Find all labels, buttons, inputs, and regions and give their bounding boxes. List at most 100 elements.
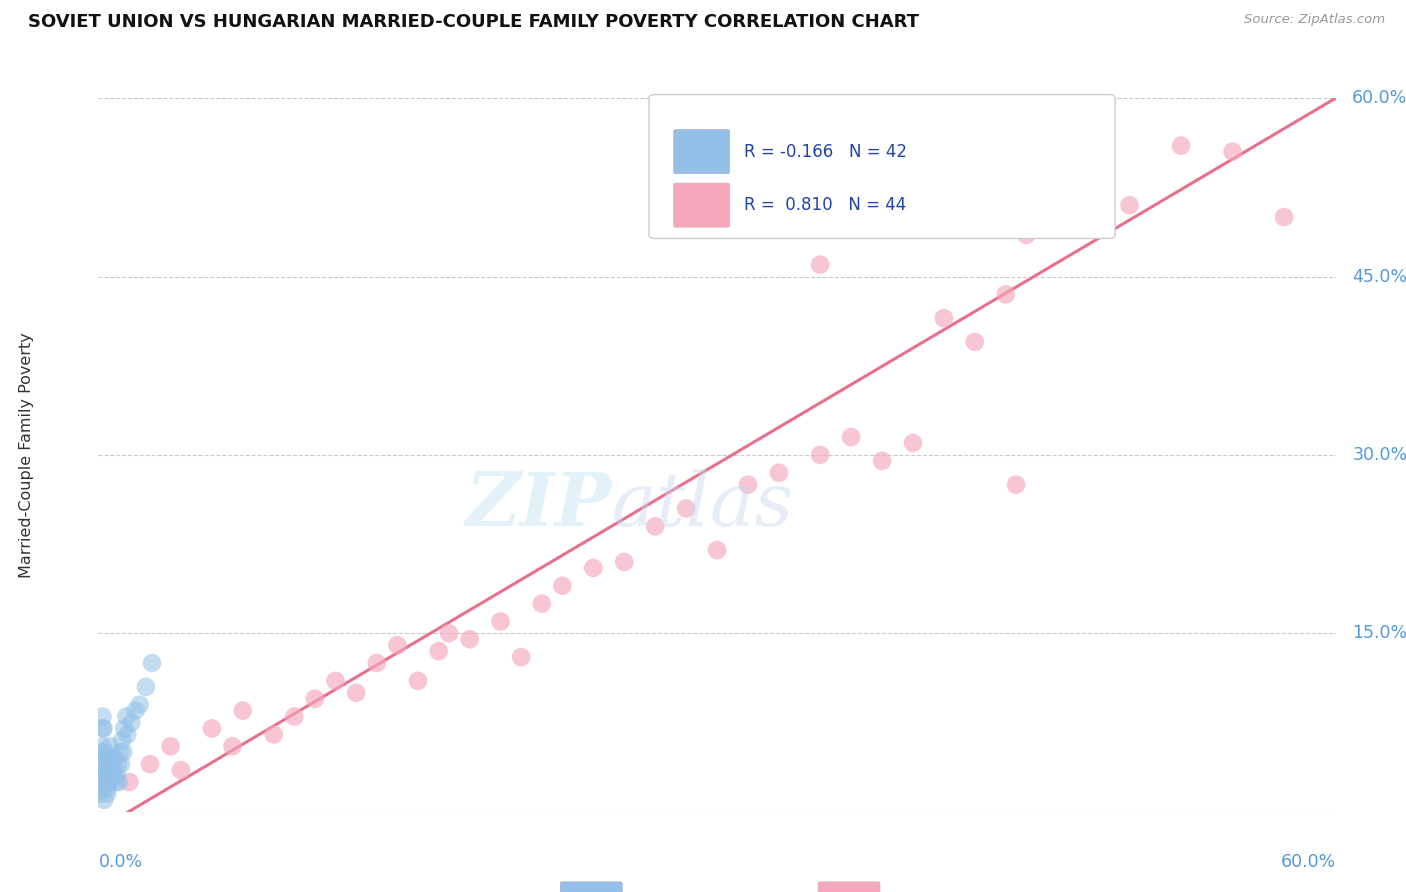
Point: [304, 691, 326, 706]
Point: [437, 626, 460, 640]
Point: [93, 793, 115, 807]
Point: [104, 775, 127, 789]
Point: [458, 632, 481, 647]
Point: [901, 436, 924, 450]
Point: [107, 757, 129, 772]
Point: [89, 787, 111, 801]
Point: [1118, 198, 1140, 212]
Point: [994, 287, 1017, 301]
Point: [932, 311, 955, 326]
Point: [325, 673, 347, 688]
Point: [96, 787, 118, 801]
FancyBboxPatch shape: [673, 183, 730, 227]
Point: [124, 704, 146, 718]
Text: ZIP: ZIP: [465, 468, 612, 541]
Point: [108, 745, 131, 759]
Point: [221, 739, 243, 754]
Point: [91, 739, 114, 754]
Point: [101, 769, 124, 783]
Point: [530, 597, 553, 611]
Point: [111, 733, 134, 747]
Point: [768, 466, 790, 480]
Text: Married-Couple Family Poverty: Married-Couple Family Poverty: [18, 332, 34, 578]
Point: [103, 763, 125, 777]
Point: [96, 763, 118, 777]
Point: [110, 757, 132, 772]
Point: [263, 727, 285, 741]
FancyBboxPatch shape: [673, 129, 730, 174]
Point: [108, 775, 131, 789]
Point: [675, 501, 697, 516]
Point: [93, 722, 115, 736]
Point: [100, 757, 122, 772]
Point: [89, 757, 111, 772]
Point: [870, 454, 893, 468]
Text: R =  0.810   N = 44: R = 0.810 N = 44: [744, 196, 905, 214]
Text: 60.0%: 60.0%: [1281, 854, 1336, 871]
Point: [551, 579, 574, 593]
Point: [112, 722, 135, 736]
Point: [104, 751, 127, 765]
Point: [366, 656, 388, 670]
Point: [963, 334, 986, 349]
Point: [406, 673, 429, 688]
Point: [159, 739, 181, 754]
Text: 30.0%: 30.0%: [1353, 446, 1406, 464]
Point: [94, 780, 117, 795]
Text: 0.0%: 0.0%: [98, 854, 142, 871]
Text: atlas: atlas: [612, 468, 794, 541]
Point: [90, 763, 112, 777]
Point: [98, 739, 121, 754]
Point: [91, 709, 114, 723]
Point: [91, 751, 114, 765]
Point: [808, 448, 831, 462]
Point: [112, 745, 135, 759]
Point: [510, 650, 533, 665]
Point: [120, 715, 142, 730]
Point: [96, 769, 118, 783]
Point: [94, 769, 117, 783]
Point: [101, 751, 124, 765]
Point: [90, 745, 112, 759]
Point: [644, 519, 666, 533]
Point: [128, 698, 150, 712]
Point: [427, 644, 450, 658]
Point: [139, 757, 162, 772]
Point: [97, 780, 120, 795]
Point: [1222, 145, 1244, 159]
Point: [117, 727, 139, 741]
Text: R = -0.166   N = 42: R = -0.166 N = 42: [744, 143, 907, 161]
Point: [808, 258, 831, 272]
Point: [91, 722, 114, 736]
Point: [1170, 138, 1192, 153]
Point: [97, 775, 120, 789]
Point: [93, 745, 115, 759]
Point: [387, 638, 409, 652]
Point: [283, 709, 305, 723]
Point: [115, 709, 138, 723]
Point: [489, 615, 512, 629]
Point: [170, 763, 193, 777]
Text: 60.0%: 60.0%: [1353, 89, 1406, 107]
FancyBboxPatch shape: [561, 882, 623, 892]
Point: [1005, 477, 1028, 491]
FancyBboxPatch shape: [818, 882, 880, 892]
Point: [201, 722, 224, 736]
Point: [105, 769, 128, 783]
Point: [141, 656, 163, 670]
Point: [232, 704, 254, 718]
Text: 45.0%: 45.0%: [1353, 268, 1406, 285]
Text: Source: ZipAtlas.com: Source: ZipAtlas.com: [1244, 13, 1385, 27]
Text: SOVIET UNION VS HUNGARIAN MARRIED-COUPLE FAMILY POVERTY CORRELATION CHART: SOVIET UNION VS HUNGARIAN MARRIED-COUPLE…: [28, 13, 920, 31]
Point: [706, 543, 728, 558]
Point: [582, 561, 605, 575]
Point: [97, 751, 120, 765]
Point: [1272, 210, 1295, 224]
FancyBboxPatch shape: [650, 95, 1115, 238]
Point: [135, 680, 157, 694]
Point: [118, 775, 141, 789]
Point: [737, 477, 759, 491]
Point: [344, 686, 367, 700]
Point: [1015, 227, 1038, 242]
Point: [613, 555, 636, 569]
